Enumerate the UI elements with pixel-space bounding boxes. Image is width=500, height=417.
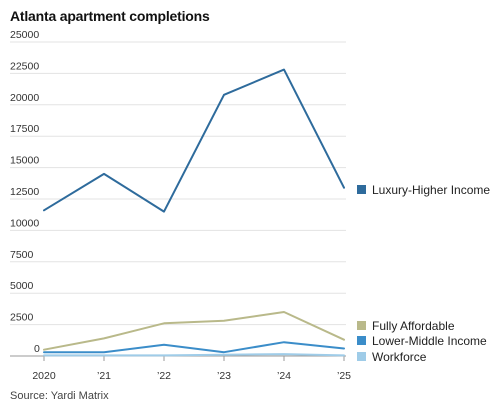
y-tick-label: 22500 — [10, 60, 39, 72]
legend-label: Luxury-Higher Income — [372, 183, 490, 197]
legend-swatch — [357, 185, 366, 194]
x-tick-label: 2020 — [32, 370, 56, 382]
legend: Luxury-Higher Income Fully AffordableLowe… — [357, 183, 490, 364]
legend-label: Lower-Middle Income — [372, 334, 487, 348]
legend-label: Workforce — [372, 350, 427, 364]
y-tick-label: 5000 — [10, 280, 34, 292]
y-axis-tick-labels: 2500022500200001750015000125001000075005… — [10, 29, 40, 355]
x-tick-label: ’22 — [157, 370, 171, 382]
legend-swatch — [357, 321, 366, 330]
x-axis-tick-labels: 2020 ’21 ’22 ’23 ’24 ’25 — [32, 356, 351, 382]
series-line — [43, 68, 345, 213]
series-lines — [43, 68, 345, 357]
legend-swatch — [357, 352, 366, 361]
y-tick-label: 7500 — [10, 249, 34, 261]
y-tick-label: 10000 — [10, 217, 39, 229]
x-tick-label: ’24 — [277, 370, 291, 382]
y-tick-label: 2500 — [10, 312, 34, 324]
gridlines — [10, 41, 346, 357]
y-tick-label: 0 — [34, 343, 40, 355]
x-tick-label: ’21 — [97, 370, 111, 382]
series-line — [43, 341, 345, 354]
legend-swatch — [357, 336, 366, 345]
chart-title: Atlanta apartment completions — [10, 8, 210, 24]
y-tick-label: 17500 — [10, 123, 39, 135]
y-tick-label: 15000 — [10, 155, 39, 167]
series-line — [43, 311, 345, 351]
legend-label: Fully Affordable — [372, 319, 455, 333]
series-line — [43, 353, 345, 357]
y-tick-label: 12500 — [10, 186, 39, 198]
y-tick-label: 20000 — [10, 92, 39, 104]
y-tick-label: 25000 — [10, 29, 39, 41]
x-tick-label: ’23 — [217, 370, 231, 382]
source-note: Source: Yardi Matrix — [10, 390, 109, 402]
x-tick-label: ’25 — [337, 370, 351, 382]
